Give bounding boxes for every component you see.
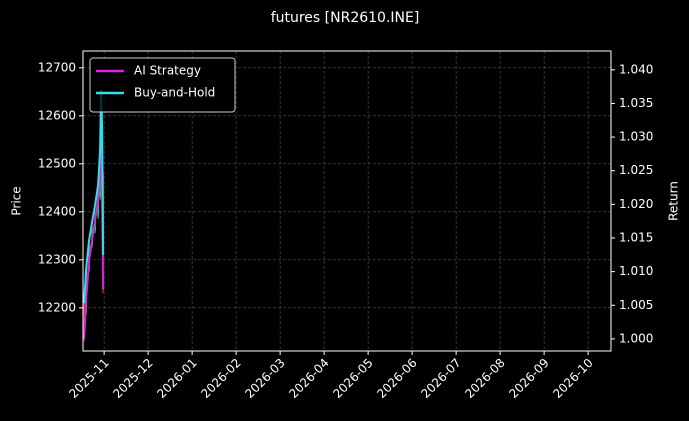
y-tick-label: 12500 [38,156,76,170]
y2-tick-label: 1.005 [619,298,653,312]
y-axis-label: Price [10,186,24,215]
y-tick-label: 12700 [38,60,76,74]
y-tick-label: 12200 [38,300,76,314]
x-tick-label: 2026-10 [550,356,595,401]
x-tick-label: 2026-06 [374,356,419,401]
legend-label: Buy-and-Hold [134,86,215,100]
y2-tick-label: 1.025 [619,163,653,177]
plot-frame [82,50,612,352]
x-tick-label: 2026-01 [154,356,199,401]
y2-tick-label: 1.030 [619,130,653,144]
y2-axis-label: Return [667,181,681,221]
x-tick-label: 2026-05 [330,356,375,401]
candle-body [97,197,99,217]
legend-box [89,57,236,113]
x-tick-label: 2025-11 [66,356,111,401]
y2-tick-label: 1.040 [619,62,653,76]
x-tick-label: 2026-08 [462,356,507,401]
x-tick-label: 2026-09 [506,356,551,401]
y-tick-label: 12600 [38,108,76,122]
y-tick-label: 12400 [38,204,76,218]
y-tick-label: 12300 [38,252,76,266]
candle-body [83,298,85,313]
legend-label: AI Strategy [134,64,201,78]
y2-tick-label: 1.035 [619,96,653,110]
y2-tick-label: 1.000 [619,331,653,345]
y2-tick-label: 1.020 [619,197,653,211]
x-tick-label: 2025-12 [110,356,155,401]
line-series [83,149,105,339]
x-tick-label: 2026-02 [198,356,243,401]
candle-body [100,135,102,164]
x-tick-label: 2026-04 [286,356,331,401]
chart-title: futures [NR2610.INE] [271,10,420,26]
y2-tick-label: 1.010 [619,264,653,278]
x-tick-label: 2026-07 [418,356,463,401]
x-tick-label: 2026-03 [242,356,287,401]
y2-tick-label: 1.015 [619,230,653,244]
